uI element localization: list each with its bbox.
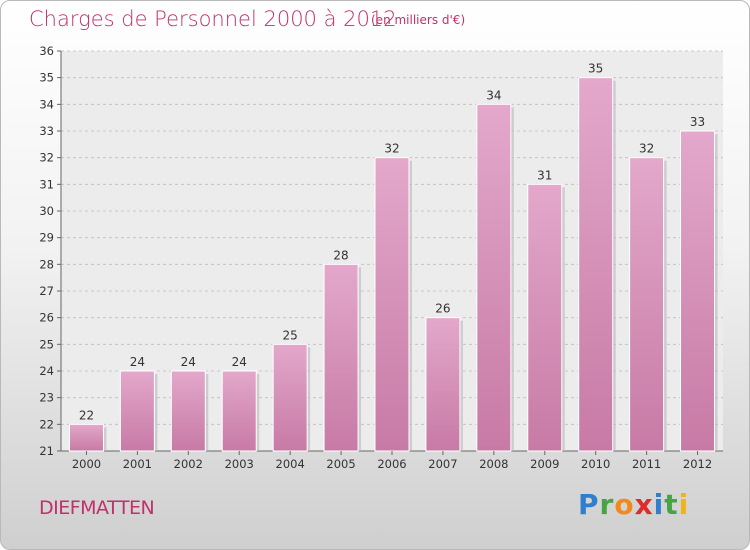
x-tick-label: 2010: [581, 457, 610, 471]
y-tick-label: 35: [39, 71, 54, 85]
bar-value-label: 26: [435, 302, 450, 316]
x-tick-label: 2011: [632, 457, 661, 471]
bar-value-label: 28: [333, 248, 348, 262]
bar-value-label: 34: [486, 88, 501, 102]
y-tick-label: 27: [39, 284, 54, 298]
x-tick-label: 2004: [276, 457, 305, 471]
bar: [527, 183, 563, 452]
y-tick-label: 33: [39, 124, 54, 138]
x-tick-label: 2002: [174, 457, 203, 471]
y-tick-label: 31: [39, 177, 54, 191]
y-tick-label: 22: [39, 417, 54, 431]
bar: [323, 263, 359, 452]
city-name: DIEFMATTEN: [39, 497, 155, 519]
bar: [170, 370, 206, 452]
bar-value-label: 31: [537, 168, 552, 182]
bar-value-label: 35: [588, 62, 603, 76]
y-tick-label: 21: [39, 444, 54, 458]
x-tick-label: 2006: [377, 457, 406, 471]
y-tick-label: 29: [39, 231, 54, 245]
bar-value-label: 32: [384, 142, 399, 156]
chart-title: Charges de Personnel 2000 à 2012: [29, 7, 397, 31]
y-tick-label: 23: [39, 391, 54, 405]
y-tick-label: 28: [39, 257, 54, 271]
x-tick-label: 2005: [326, 457, 355, 471]
y-tick-label: 26: [39, 311, 54, 325]
bar: [425, 317, 461, 452]
bar: [272, 343, 308, 452]
bar: [578, 77, 614, 452]
y-tick-label: 34: [39, 97, 54, 111]
y-tick-label: 24: [39, 364, 54, 378]
bar-value-label: 24: [130, 355, 145, 369]
bar-value-label: 33: [690, 115, 705, 129]
x-tick-label: 2001: [123, 457, 152, 471]
y-tick-label: 36: [39, 44, 54, 58]
bar-value-label: 25: [283, 328, 298, 342]
x-tick-label: 2012: [683, 457, 712, 471]
y-tick-label: 30: [39, 204, 54, 218]
x-tick-label: 2008: [479, 457, 508, 471]
bar: [374, 157, 410, 452]
bar: [476, 103, 512, 452]
bar-value-label: 32: [639, 142, 654, 156]
x-tick-label: 2003: [225, 457, 254, 471]
y-tick-label: 25: [39, 337, 54, 351]
x-tick-label: 2007: [428, 457, 457, 471]
x-tick-label: 2000: [72, 457, 101, 471]
bar-value-label: 22: [79, 408, 94, 422]
x-tick-label: 2009: [530, 457, 559, 471]
proxiti-logo: Proxiti: [578, 488, 690, 521]
bar-value-label: 24: [232, 355, 247, 369]
bar: [629, 157, 665, 452]
bar: [680, 130, 716, 452]
bar: [68, 423, 104, 452]
bar: [221, 370, 257, 452]
bar-value-label: 24: [181, 355, 196, 369]
y-tick-label: 32: [39, 151, 54, 165]
bar: [119, 370, 155, 452]
chart-subtitle: (en milliers d'€): [371, 13, 466, 27]
